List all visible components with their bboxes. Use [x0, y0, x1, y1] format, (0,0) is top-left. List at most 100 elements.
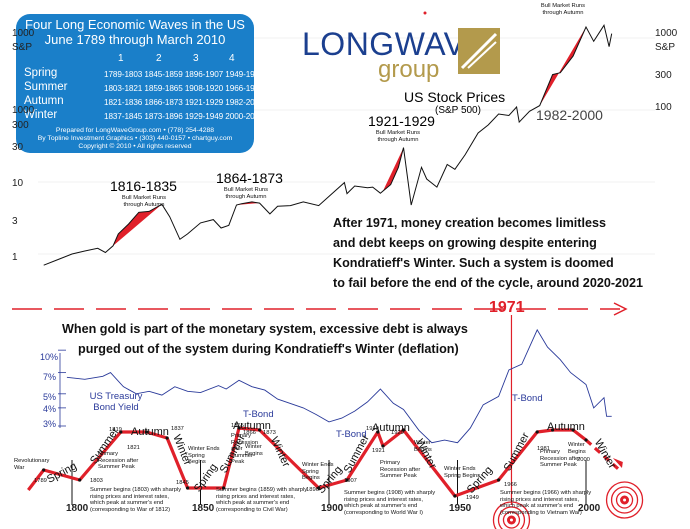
- annot-winter-begins-2: Winter Begins: [414, 440, 432, 453]
- info-footer-3: Copyright © 2010 • All rights reserved: [78, 143, 192, 150]
- ytick-100-right: 100: [655, 102, 672, 113]
- ytick-1000-right: 1000: [655, 28, 678, 39]
- cycle-node-2: [119, 430, 123, 434]
- season-label-autumn-3: Autumn: [372, 422, 410, 434]
- year-1865: 1865: [231, 423, 244, 429]
- note-gold-line1: When gold is part of the monetary system…: [62, 322, 468, 336]
- annot-recession-1: Primary Recession after Summer Peak: [98, 451, 139, 471]
- tbond-label-1: T-Bond: [243, 409, 274, 420]
- cycle-node-18: [571, 428, 575, 432]
- wave-info-box: Four Long Economic Waves in the US June …: [16, 14, 268, 153]
- wave-num-4: 4: [229, 53, 235, 64]
- cycle-projection-dashed: [584, 438, 621, 472]
- season-autumn: Autumn: [24, 95, 64, 107]
- season-winter-dates: 1837-1845 1873-1896 1929-1949 2000-2020?: [104, 112, 268, 121]
- note-1971-line2: and debt keeps on growing despite enteri…: [333, 236, 597, 250]
- year-1866: 1866: [243, 430, 256, 436]
- logo-group: group: [378, 56, 440, 83]
- wave-num-3: 3: [193, 53, 199, 64]
- annot-revolutionary-war: Revolutionary War: [14, 458, 50, 471]
- cycle-node-1: [78, 478, 82, 482]
- annot-winter-begins-1: Winter Begins: [245, 444, 263, 457]
- year-1896: 1896: [306, 487, 319, 493]
- year-1981: 1981: [537, 446, 550, 452]
- note-1971-line1: After 1971, money creation becomes limit…: [333, 216, 606, 230]
- ytick-30-left: 30: [12, 142, 24, 153]
- bull-area-1982: [539, 27, 586, 106]
- sp-subtitle: (S&P 500): [435, 105, 481, 116]
- annot-summer-1908: Summer begins (1908) with sharply rising…: [344, 490, 436, 516]
- cycle-node-17: [551, 428, 555, 432]
- info-title-1: Four Long Economic Waves in the US: [25, 17, 245, 32]
- annot-winter-ends-3: Winter Ends Spring Begins: [444, 466, 481, 479]
- season-summer-dates: 1803-1821 1859-1865 1908-1920 1966-1981: [104, 84, 264, 93]
- ytick-7pct: 7%: [43, 372, 57, 382]
- season-spring-dates: 1789-1803 1845-1859 1896-1907 1949-1966: [104, 70, 264, 79]
- cycle-node-5: [186, 486, 190, 490]
- season-summer: Summer: [24, 81, 68, 93]
- xtick-1900: 1900: [321, 503, 344, 514]
- xtick-1800: 1800: [66, 503, 89, 514]
- logo-longwave: LONGWAVE: [302, 26, 488, 62]
- bull-area-1816: [113, 204, 162, 246]
- ylabel-right: S&P: [655, 42, 676, 53]
- ytick-3pct: 3%: [43, 419, 57, 429]
- ytick-10-left: 10: [12, 178, 24, 189]
- year-1819: 1819: [109, 427, 122, 433]
- season-label-autumn-1: Autumn: [131, 426, 169, 438]
- year-1845: 1845: [176, 480, 189, 486]
- ytick-1000-left: 1000: [12, 28, 35, 39]
- ytick-1-left: 1: [12, 252, 18, 263]
- bull-note-1921: Bull Market Runs through Autumn: [375, 130, 421, 143]
- info-footer-2: By Topline Investment Graphics • (303) 4…: [37, 135, 233, 142]
- cycle-arrowhead: [612, 458, 623, 468]
- season-spring: Spring: [24, 67, 58, 79]
- cycle-node-9: [317, 486, 321, 490]
- target-0-ring-0: [492, 501, 531, 529]
- bull-label-1864: 1864-1873: [216, 170, 283, 186]
- cycle-node-6: [222, 486, 226, 490]
- annot-winter-ends-1: Winter Ends Spring Begins: [188, 446, 220, 466]
- season-winter: Winter: [24, 109, 58, 121]
- tbond-label-3: T-Bond: [512, 393, 543, 404]
- bull-note-1864: Bull Market Runs through Autumn: [223, 187, 269, 200]
- annot-winter-ends-2: Winter Ends Spring Begins: [302, 462, 334, 482]
- target-1-ring-1: [610, 486, 639, 514]
- cycle-node-14: [453, 494, 457, 498]
- logo-mark-icon: [458, 28, 500, 74]
- bull-area-1921: [382, 147, 404, 192]
- season-label-autumn-2: Autumn: [233, 420, 271, 432]
- year-1929: 1929: [391, 430, 404, 436]
- bond-yield-label: US Treasury Bond Yield: [89, 391, 143, 413]
- cycle-node-11: [376, 430, 380, 434]
- ytick-4pct: 4%: [43, 404, 57, 414]
- cycle-node-8: [258, 428, 262, 432]
- annot-summer-1803: Summer begins (1803) with sharply rising…: [90, 487, 182, 513]
- wave-num-1: 1: [118, 53, 124, 64]
- year-1837: 1837: [171, 426, 184, 432]
- year-1966: 1966: [504, 482, 517, 488]
- bull-label-1816: 1816-1835: [110, 178, 177, 194]
- bull-label-1982: 1982-2000: [536, 107, 603, 123]
- cycle-node-16: [535, 430, 539, 434]
- year-1873: 1873: [263, 430, 276, 436]
- xtick-1850: 1850: [192, 503, 215, 514]
- annot-summer-1859: Summer begins (1859) with sharply rising…: [216, 487, 308, 513]
- target-1-ring-0: [605, 481, 644, 519]
- annot-recession-2: Primary Recession after Summer Peak: [231, 433, 259, 466]
- red-dot: [423, 11, 427, 15]
- target-0-ring-2: [502, 511, 521, 529]
- bull-label-1921: 1921-1929: [368, 113, 435, 129]
- year-1907: 1907: [344, 478, 357, 484]
- sp-title: US Stock Prices: [404, 89, 506, 105]
- year-2000: 2000: [577, 457, 590, 463]
- xtick-2000: 2000: [578, 503, 601, 514]
- cycle-node-4: [165, 436, 169, 440]
- target-1-ring-2: [615, 491, 634, 509]
- season-autumn-dates: 1821-1836 1866-1873 1921-1929 1982-2000: [104, 98, 264, 107]
- note-1971-line4: to fail before the end of the cycle, aro…: [333, 276, 644, 290]
- year-1803: 1803: [90, 478, 103, 484]
- year-1789: 1789: [34, 478, 47, 484]
- wave-num-2: 2: [156, 53, 162, 64]
